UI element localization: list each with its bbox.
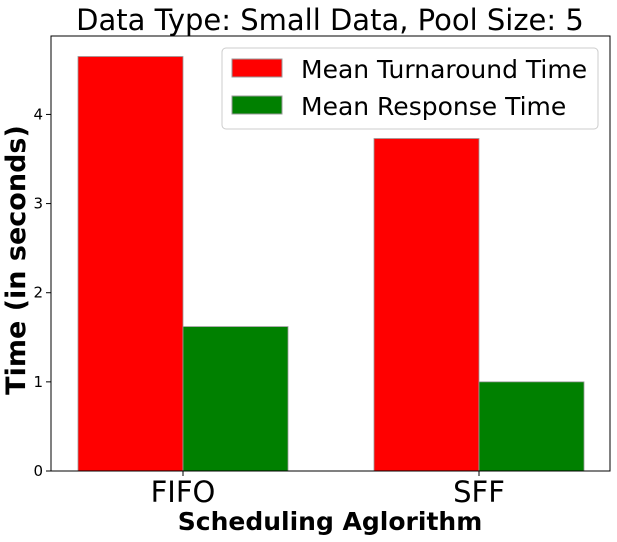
y-tick-label: 4 — [33, 105, 43, 123]
x-tick-label-fifo: FIFO — [151, 475, 216, 509]
bar-mean-response-time-sff — [478, 381, 585, 472]
x-axis: FIFO SFF — [151, 471, 505, 509]
y-tick-label: 1 — [33, 373, 43, 391]
bar-mean-response-time-fifo — [182, 326, 289, 472]
x-tick-label-sff: SFF — [453, 475, 505, 509]
legend-label-turnaround: Mean Turnaround Time — [301, 55, 587, 84]
legend: Mean Turnaround Time Mean Response Time — [221, 47, 599, 130]
bar-mean-turnaround-time-fifo — [77, 56, 184, 472]
plot-frame — [50, 35, 611, 472]
y-tick-label: 0 — [33, 462, 43, 480]
plot-area — [77, 56, 585, 472]
legend-label-response: Mean Response Time — [301, 92, 566, 121]
y-axis: 0 1 2 3 4 — [33, 105, 51, 480]
y-axis-label: Time (in seconds) — [1, 125, 32, 395]
legend-swatch-response — [231, 95, 283, 115]
legend-frame — [221, 47, 599, 130]
y-tick-label: 3 — [33, 195, 43, 213]
y-tick-label: 2 — [33, 284, 43, 302]
bar-mean-turnaround-time-sff — [373, 138, 480, 472]
legend-swatch-turnaround — [231, 58, 283, 78]
x-axis-label: Scheduling Aglorithm — [178, 507, 483, 536]
chart-title: Data Type: Small Data, Pool Size: 5 — [76, 3, 584, 37]
